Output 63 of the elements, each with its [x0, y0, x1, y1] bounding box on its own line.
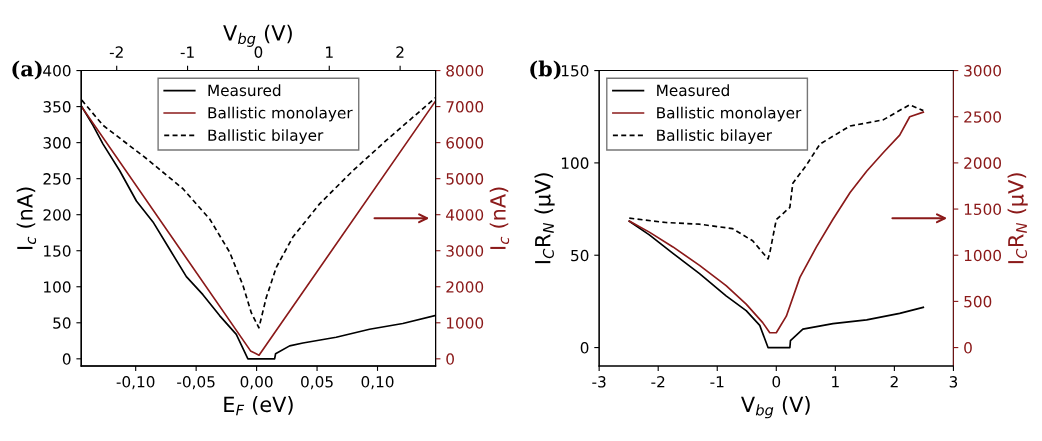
y-tick-label: 300 [43, 137, 71, 149]
legend-label: Ballistic bilayer [208, 129, 324, 144]
x-tick-label: 0,00 [240, 376, 273, 390]
x-tick-label: 0,05 [301, 376, 333, 390]
y-tick-label: 100 [44, 281, 71, 293]
y2-tick-label: 0 [964, 342, 972, 354]
y-tick-label: 0 [580, 342, 589, 354]
y2-tick-label: 3000 [964, 65, 1002, 77]
y2-axis-title: I$_{c}$ (nA) [489, 187, 510, 249]
y-tick-label: 200 [43, 209, 71, 221]
x2-tick-label: 0 [254, 46, 263, 58]
y2-tick-label: 1000 [446, 317, 484, 329]
x2-tick-label: 1 [326, 46, 333, 58]
y-tick-label: 150 [44, 245, 71, 257]
x-tick-label: -3 [592, 376, 606, 388]
x-tick-label: 2 [890, 376, 898, 388]
x-tick-label: 1 [832, 376, 839, 388]
text: (a) [12, 60, 42, 80]
y2-tick-label: 1000 [964, 249, 1002, 262]
x-tick-label: 0 [772, 376, 781, 388]
y2-tick-label: 2500 [964, 111, 1002, 123]
y2-tick-label: 2000 [446, 281, 484, 293]
line-series [628, 220, 925, 349]
legend-label: Measured [657, 84, 729, 97]
y2-tick-label: 500 [964, 295, 992, 308]
y-tick-label: 50 [53, 317, 71, 329]
y2-tick-label: 3000 [446, 245, 484, 257]
legend-label: Ballistic bilayer [657, 129, 772, 144]
x-axis-title: E$_{F}$ (eV) [224, 396, 293, 416]
y2-tick-label: 5000 [446, 173, 484, 185]
x-tick-label: -0,10 [116, 376, 155, 390]
legend-label: Ballistic monolayer [657, 106, 802, 122]
line-series [628, 103, 925, 260]
y-axis-title: I$_{c}$ (nA) [16, 187, 37, 249]
y-tick-label: 400 [43, 65, 71, 77]
y2-tick-label: 2000 [964, 157, 1002, 169]
y2-tick-label: 7000 [446, 101, 484, 113]
y-tick-label: 50 [571, 249, 589, 262]
y2-tick-label: 4000 [446, 209, 484, 221]
x2-tick-label: -2 [109, 46, 123, 58]
x2-tick-label: 2 [396, 46, 404, 58]
y-tick-label: 0 [62, 353, 71, 365]
text: (b) [530, 60, 561, 80]
x2-axis-title: V$_{bg}$ (V) [223, 24, 292, 47]
x-tick-label: -2 [651, 376, 665, 388]
y2-tick-label: 8000 [446, 65, 484, 77]
legend-label: Ballistic monolayer [208, 106, 353, 122]
x-tick-label: -1 [710, 376, 724, 388]
y2-axis-title: I$_{C}$R$_{N}$ (μV) [1007, 173, 1028, 264]
y-axis-title: I$_{C}$R$_{N}$ (μV) [534, 173, 555, 264]
y-tick-label: 250 [43, 173, 71, 185]
y2-tick-label: 6000 [446, 137, 484, 149]
x-tick-label: 3 [949, 376, 958, 388]
legend-label: Measured [208, 84, 281, 97]
y2-tick-label: 0 [446, 353, 454, 365]
y2-tick-label: 1500 [964, 203, 1002, 216]
x-tick-label: -0,05 [177, 376, 215, 390]
x-tick-label: 0,10 [361, 376, 394, 390]
y-tick-label: 150 [561, 65, 589, 77]
y-tick-label: 100 [561, 157, 589, 169]
x-axis-title: V$_{bg}$ (V) [741, 396, 810, 419]
x2-tick-label: -1 [180, 46, 194, 58]
y-tick-label: 350 [43, 101, 71, 113]
